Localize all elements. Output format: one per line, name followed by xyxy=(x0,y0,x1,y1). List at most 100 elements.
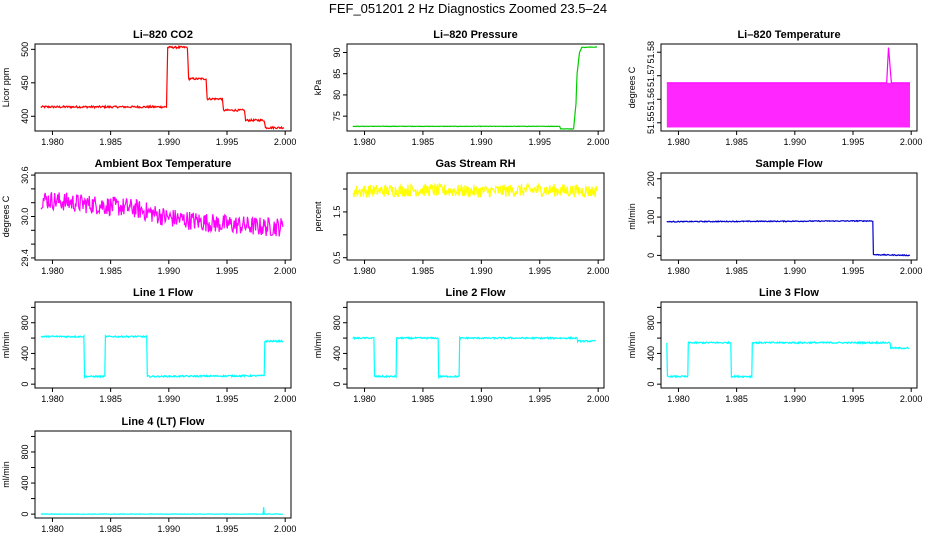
y-tick-label: 400 xyxy=(20,476,30,491)
plot-frame xyxy=(660,172,918,261)
y-axis-label: kPa xyxy=(313,80,323,96)
chart-panel-7: Line 1 Flow ml/min 1.980 1.985 1.990 1.995 2.0… xyxy=(1,287,296,404)
y-tick-label: 800 xyxy=(332,315,342,330)
x-tick-label: 1.995 xyxy=(216,394,239,404)
chart-title: Line 2 Flow xyxy=(446,287,506,299)
y-tick-label: 51.55 xyxy=(646,112,656,135)
y-tick-label: 1.5 xyxy=(332,206,342,219)
x-tick-label: 1.995 xyxy=(842,394,865,404)
plot-frame xyxy=(34,43,292,132)
y-tick-label: 30.6 xyxy=(20,166,30,184)
x-tick-label: 1.985 xyxy=(99,266,122,276)
chart-title: Ambient Box Temperature xyxy=(95,158,232,170)
data-series-line xyxy=(666,219,911,257)
y-tick-label: 51.57 xyxy=(646,64,656,87)
x-tick-label: 1.990 xyxy=(158,137,181,147)
y-tick-label: 800 xyxy=(20,315,30,330)
y-tick-label: 400 xyxy=(20,346,30,361)
x-tick-label: 1.995 xyxy=(528,266,551,276)
chart-panel-6: Sample Flow ml/min 1.980 1.985 1.990 1.995 2.0… xyxy=(627,158,922,276)
y-tick-label: 800 xyxy=(646,315,656,330)
plot-frame xyxy=(34,430,292,519)
chart-title: Li–820 Pressure xyxy=(433,29,517,41)
chart-title: Gas Stream RH xyxy=(435,158,515,170)
x-tick-label: 2.000 xyxy=(274,394,297,404)
y-tick-label: 51.56 xyxy=(646,88,656,111)
x-tick-label: 1.990 xyxy=(158,266,181,276)
y-tick-label: 51.58 xyxy=(646,41,656,64)
x-tick-label: 1.995 xyxy=(216,137,239,147)
data-series-line xyxy=(40,507,284,516)
x-tick-label: 1.995 xyxy=(842,266,865,276)
data-series-line xyxy=(352,335,597,380)
x-tick-label: 2.000 xyxy=(587,266,610,276)
x-tick-label: 2.000 xyxy=(274,266,297,276)
x-tick-label: 1.980 xyxy=(41,524,64,534)
x-tick-label: 1.995 xyxy=(842,137,865,147)
x-tick-label: 1.980 xyxy=(667,137,690,147)
x-tick-label: 2.000 xyxy=(274,137,297,147)
y-tick-label: 100 xyxy=(646,210,656,225)
chart-panel-5: Gas Stream RH percent 1.980 1.985 1.990 1.995… xyxy=(313,158,609,276)
chart-title: Line 4 (LT) Flow xyxy=(122,416,205,428)
chart-title: Line 3 Flow xyxy=(759,287,819,299)
y-tick-label: 400 xyxy=(20,109,30,124)
plot-frame xyxy=(346,43,605,132)
x-tick-label: 1.985 xyxy=(412,137,435,147)
y-tick-label: 80 xyxy=(332,90,342,100)
x-tick-label: 1.995 xyxy=(216,266,239,276)
y-tick-label: 450 xyxy=(20,75,30,90)
x-tick-label: 1.995 xyxy=(216,524,239,534)
x-tick-label: 1.990 xyxy=(158,394,181,404)
chart-title: Line 1 Flow xyxy=(133,287,193,299)
y-tick-label: 29.4 xyxy=(20,249,30,267)
plot-frame xyxy=(660,43,918,132)
chart-panel-9: Line 3 Flow ml/min 1.980 1.985 1.990 1.995 2.0… xyxy=(627,287,922,404)
chart-title: Li–820 Temperature xyxy=(737,29,840,41)
x-tick-label: 1.990 xyxy=(784,137,807,147)
chart-panel-4: Ambient Box Temperature degrees C 1.980 1.9… xyxy=(1,158,296,276)
y-tick-label: 0 xyxy=(646,253,656,258)
x-tick-label: 1.995 xyxy=(528,394,551,404)
x-tick-label: 1.980 xyxy=(41,137,64,147)
x-tick-label: 1.980 xyxy=(41,394,64,404)
y-axis-label: degrees C xyxy=(627,66,637,108)
x-tick-label: 1.985 xyxy=(725,137,748,147)
y-tick-label: 30.0 xyxy=(20,208,30,226)
x-tick-label: 1.990 xyxy=(158,524,181,534)
x-tick-label: 1.985 xyxy=(412,266,435,276)
chart-panel-8: Line 2 Flow ml/min 1.980 1.985 1.990 1.995 2.0… xyxy=(313,287,609,404)
y-axis-label: ml/min xyxy=(627,203,637,230)
y-axis-label: ml/min xyxy=(1,461,11,488)
y-axis-label: ml/min xyxy=(627,332,637,359)
x-tick-label: 1.990 xyxy=(784,266,807,276)
y-tick-label: 200 xyxy=(646,171,656,186)
y-tick-label: 400 xyxy=(332,346,342,361)
x-tick-label: 1.990 xyxy=(784,394,807,404)
x-tick-label: 1.980 xyxy=(667,394,690,404)
chart-panel-3: Li–820 Temperature degrees C 1.980 1.985 1.9… xyxy=(627,29,922,147)
data-series-line xyxy=(40,192,284,237)
y-axis-label: degrees C xyxy=(1,195,11,237)
x-tick-label: 2.000 xyxy=(587,137,610,147)
chart-panel-1: Li–820 CO2 Licor ppm 1.980 1.985 1.990 1.995 2… xyxy=(1,29,296,147)
y-tick-label: 400 xyxy=(646,346,656,361)
chart-title: Li–820 CO2 xyxy=(133,29,193,41)
x-tick-label: 1.985 xyxy=(99,394,122,404)
y-tick-label: 0 xyxy=(646,382,656,387)
y-tick-label: 75 xyxy=(332,111,342,121)
x-tick-label: 2.000 xyxy=(587,394,610,404)
x-tick-label: 1.985 xyxy=(99,524,122,534)
x-tick-label: 1.990 xyxy=(470,266,493,276)
y-tick-label: 85 xyxy=(332,69,342,79)
x-tick-label: 1.985 xyxy=(725,266,748,276)
plot-frame xyxy=(34,301,292,389)
chart-title: Sample Flow xyxy=(755,158,823,170)
chart-panel-10: Line 4 (LT) Flow ml/min 1.980 1.985 1.990 1.9… xyxy=(1,416,296,534)
x-tick-label: 2.000 xyxy=(900,137,923,147)
plot-frame xyxy=(660,301,918,389)
x-tick-label: 1.980 xyxy=(353,137,376,147)
x-tick-label: 1.990 xyxy=(470,137,493,147)
data-series-line xyxy=(352,46,598,130)
